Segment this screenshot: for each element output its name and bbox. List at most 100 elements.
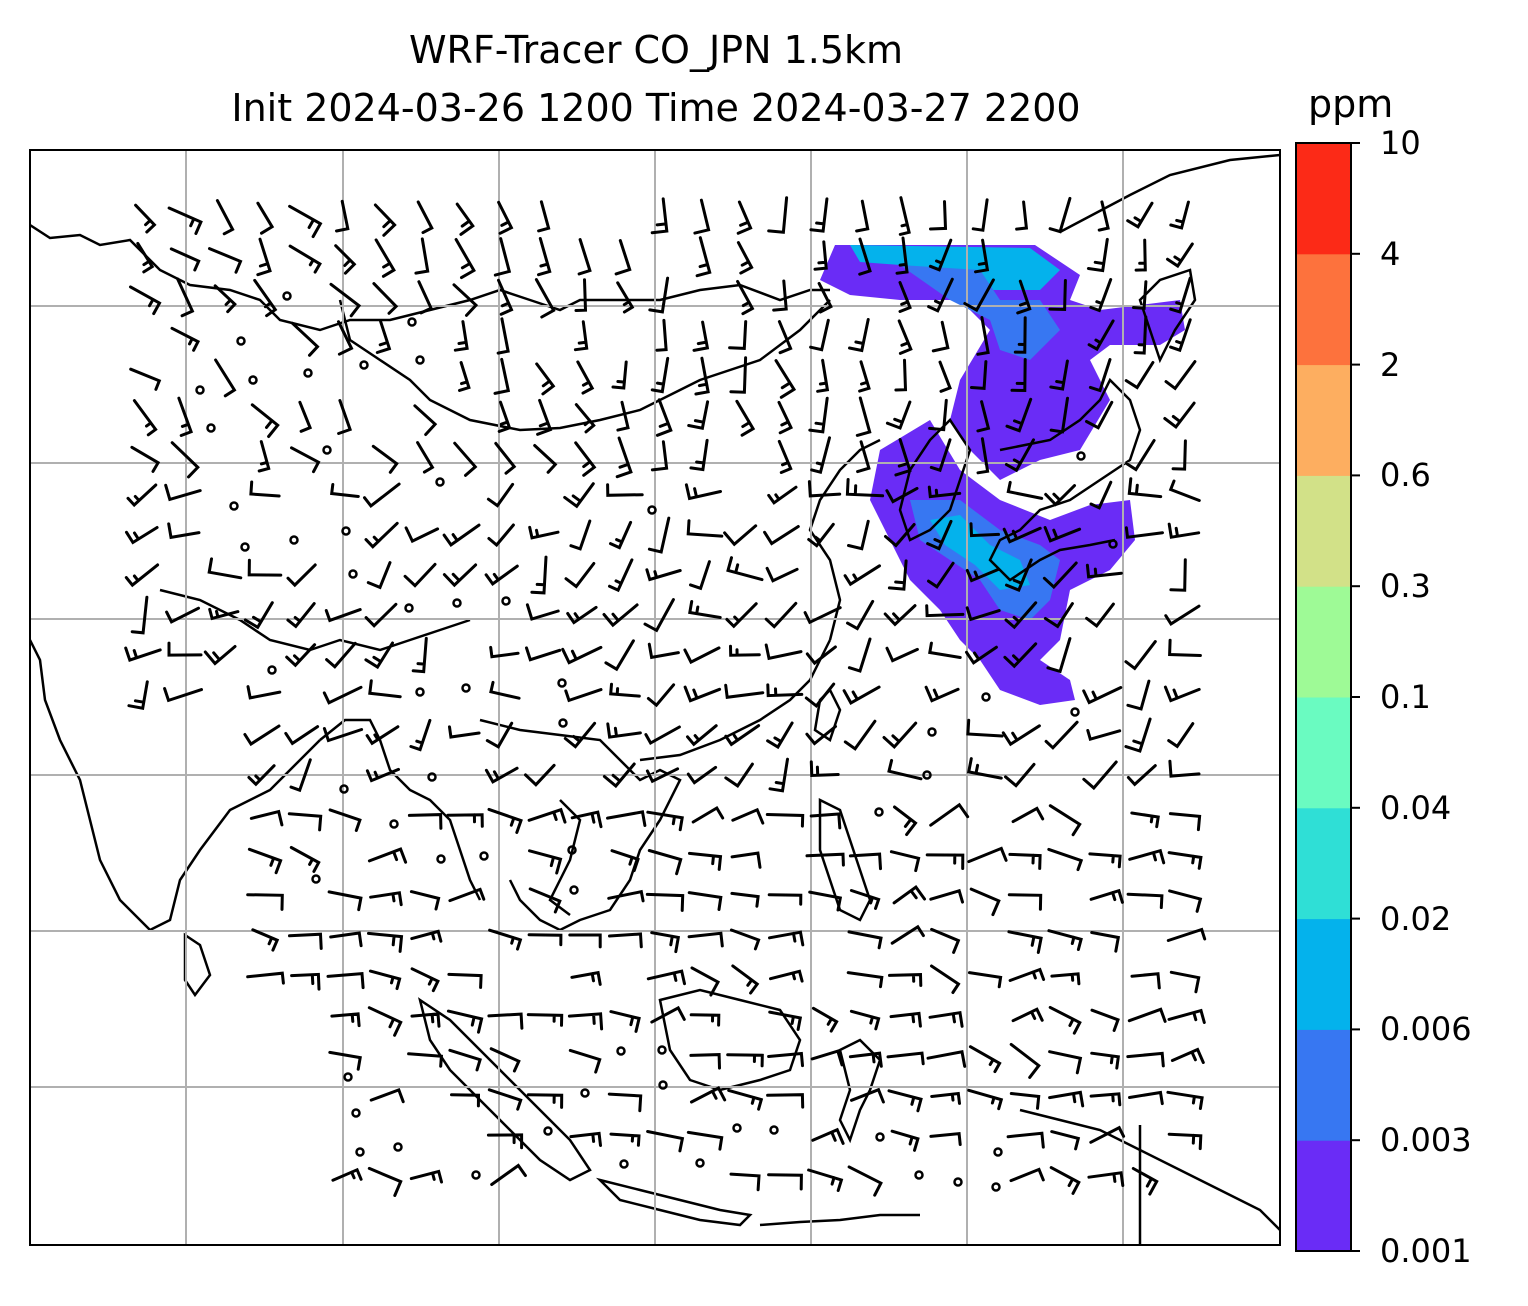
wind-barb xyxy=(927,561,955,589)
colorbar-tick-label: 0.1 xyxy=(1380,678,1431,716)
wind-barb xyxy=(888,973,923,987)
wind-barb xyxy=(1005,558,1033,593)
calm-wind-marker xyxy=(501,596,511,606)
wind-barb xyxy=(576,360,595,395)
wind-barb xyxy=(329,931,363,948)
wind-barb xyxy=(645,767,680,784)
colorbar-segment xyxy=(1296,364,1351,476)
wind-barb xyxy=(967,1088,1004,1111)
wind-barb xyxy=(683,646,721,665)
wind-barb xyxy=(1128,1090,1164,1106)
wind-barb xyxy=(169,247,201,272)
calm-wind-marker xyxy=(769,1125,779,1135)
wind-barb xyxy=(849,889,881,910)
coast-japan xyxy=(988,377,1142,582)
wind-barb xyxy=(845,478,885,498)
wind-barb xyxy=(447,972,483,989)
wind-barb xyxy=(765,566,799,583)
wind-barb xyxy=(164,483,202,502)
wind-barb xyxy=(724,724,761,747)
wind-barb xyxy=(647,849,683,876)
wind-barb xyxy=(1009,1042,1041,1079)
wind-barb xyxy=(253,278,278,318)
wind-barb xyxy=(569,1131,602,1147)
wind-barb xyxy=(1134,238,1147,272)
wind-barb xyxy=(809,197,829,233)
wind-barb xyxy=(569,519,592,551)
wind-barb xyxy=(249,809,284,827)
wind-barb xyxy=(645,568,682,582)
coast-java xyxy=(595,1177,753,1227)
wind-barb xyxy=(1166,242,1194,269)
calm-wind-marker xyxy=(471,1170,481,1180)
wind-barb xyxy=(1089,888,1124,904)
wind-barb xyxy=(446,813,484,828)
wind-barb xyxy=(928,641,962,659)
wind-barb xyxy=(368,969,402,991)
wind-barb xyxy=(766,721,794,750)
wind-barb xyxy=(965,645,998,665)
calm-wind-marker xyxy=(580,1088,590,1098)
wind-barb xyxy=(774,359,797,399)
wind-barb xyxy=(497,200,514,235)
calm-wind-marker xyxy=(322,445,332,455)
wind-barb xyxy=(1168,889,1203,913)
wind-barb xyxy=(650,1005,686,1024)
wind-barb xyxy=(298,400,313,433)
colorbar-segment xyxy=(1296,586,1351,698)
wind-barb xyxy=(898,196,911,236)
wind-barb xyxy=(1085,602,1115,628)
wind-barb xyxy=(810,436,831,475)
wind-barb xyxy=(577,238,592,276)
wind-barb xyxy=(403,562,437,588)
wind-barb xyxy=(687,931,724,948)
wind-barb xyxy=(374,238,396,278)
wind-barb xyxy=(1170,1047,1205,1064)
wind-barb xyxy=(1124,526,1164,539)
wind-barb xyxy=(1002,526,1042,544)
wind-barb xyxy=(1126,764,1157,787)
wind-barb xyxy=(286,602,316,629)
wind-barb xyxy=(1169,318,1192,353)
wind-barb xyxy=(566,605,598,625)
colorbar-segment xyxy=(1296,918,1351,1030)
wind-barb xyxy=(690,966,721,997)
wind-barb xyxy=(494,441,517,475)
co-tracer-plume xyxy=(820,245,1185,705)
wind-barb xyxy=(963,278,995,313)
wind-barb xyxy=(929,888,964,904)
wind-barb xyxy=(655,398,673,437)
calm-wind-marker xyxy=(436,854,446,864)
wind-barb xyxy=(574,278,588,312)
wind-barb xyxy=(1089,480,1113,510)
calm-wind-marker xyxy=(874,807,884,817)
wind-barb xyxy=(883,604,917,627)
wind-barb xyxy=(1048,1090,1085,1108)
wind-barb xyxy=(1008,967,1046,982)
wind-barb xyxy=(454,238,476,280)
wind-barb xyxy=(847,1165,883,1197)
wind-barb xyxy=(805,852,845,867)
wind-barb xyxy=(288,932,323,950)
wind-barb xyxy=(1005,397,1033,433)
wind-barb xyxy=(407,1052,444,1068)
wind-barb xyxy=(777,320,793,355)
wind-barb xyxy=(1169,200,1190,230)
wind-barb xyxy=(1167,522,1201,539)
wind-barb xyxy=(965,606,1001,622)
wind-barb xyxy=(926,1050,967,1068)
wind-barb xyxy=(813,240,828,271)
calm-wind-marker xyxy=(289,535,299,545)
wind-barb xyxy=(803,606,842,625)
wind-barb xyxy=(930,964,961,994)
calm-wind-marker xyxy=(389,819,399,829)
wind-barb xyxy=(1124,439,1156,472)
wind-barb xyxy=(453,441,478,477)
wind-barb xyxy=(847,637,872,673)
wind-barb xyxy=(561,645,603,665)
wind-barb xyxy=(170,441,200,479)
wind-barb xyxy=(533,444,558,474)
wind-barb xyxy=(489,1047,521,1073)
wind-barb xyxy=(448,1048,482,1072)
wind-barb xyxy=(929,438,952,473)
